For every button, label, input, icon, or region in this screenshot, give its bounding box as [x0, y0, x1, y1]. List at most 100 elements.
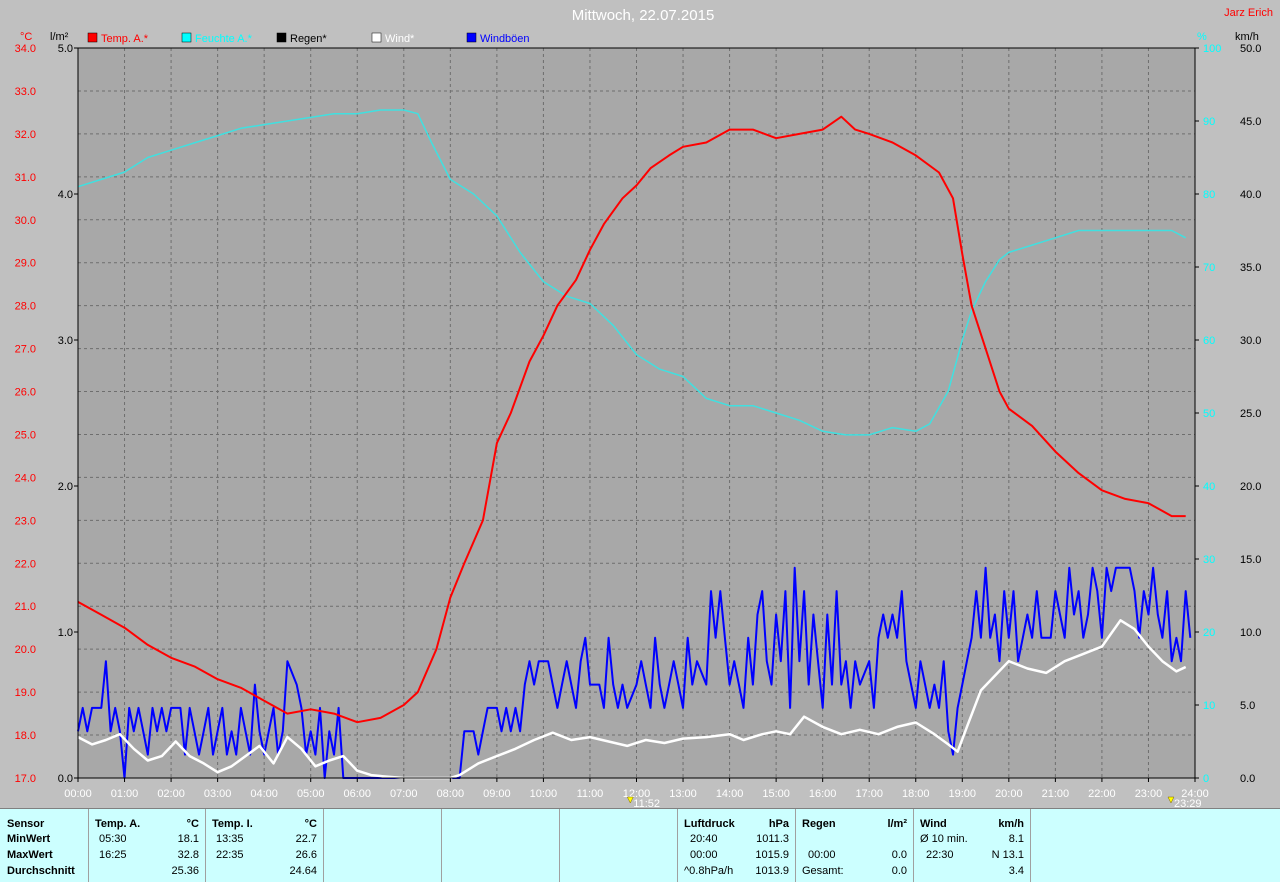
series-line-wind — [77, 619, 1187, 780]
temp-i-max-time: 22:35 — [216, 849, 244, 861]
unit-rain: l/m² — [50, 31, 69, 43]
x-tick-label: 01:00 — [111, 788, 139, 800]
series-line-windben — [77, 566, 1192, 779]
temp-i-header: Temp. I. — [212, 818, 253, 830]
rain-tick-label: 2.0 — [58, 481, 73, 493]
wind-column: Wind km/h Ø 10 min. 8.1 22:30 N 13.1 3.4 — [914, 809, 1031, 882]
temp-tick-label: 33.0 — [15, 86, 36, 98]
temp-tick-label: 26.0 — [15, 387, 36, 399]
rain-tick-label: 4.0 — [58, 189, 73, 201]
rain-max-value: 0.0 — [891, 849, 907, 861]
humidity-tick-label: 30 — [1203, 554, 1215, 566]
legend-label: Windböen — [480, 33, 530, 45]
legend-label: Wind* — [385, 33, 415, 45]
left-axes: 17.0 18.0 19.0 20.0 21.0 22.0 23.0 24.0 25.0 26.0… — [15, 43, 78, 785]
pressure-max-value: 1015.9 — [755, 849, 789, 861]
rain-tick-label: 5.0 — [58, 43, 73, 55]
unit-wind: km/h — [1235, 31, 1259, 43]
wind-header: Wind — [920, 818, 947, 830]
humidity-tick-label: 70 — [1203, 262, 1215, 274]
legend-label: Feuchte A.* — [195, 33, 253, 45]
rain-column: Regen l/m² 00:00 0.0 Gesamt: 0.0 — [796, 809, 914, 882]
marker-label: 23:29 — [1174, 798, 1202, 808]
humidity-tick-label: 10 — [1203, 700, 1215, 712]
temp-tick-label: 18.0 — [15, 730, 36, 742]
wind-tick-label: 40.0 — [1240, 189, 1261, 201]
humidity-tick-label: 40 — [1203, 481, 1215, 493]
pressure-min-time: 20:40 — [690, 833, 718, 845]
unit-humidity: % — [1197, 31, 1207, 43]
x-tick-label: 09:00 — [483, 788, 511, 800]
x-tick-label: 23:00 — [1135, 788, 1163, 800]
pressure-avg-value: 1013.9 — [755, 865, 789, 877]
wind-avg-value: 3.4 — [1008, 865, 1024, 877]
x-axis: 00:00 01:00 02:00 03:00 04:00 05:00 06:00 07:00… — [64, 778, 1209, 800]
temp-tick-label: 21.0 — [15, 601, 36, 613]
rain-header: Regen — [802, 818, 836, 830]
legend-swatch — [371, 32, 382, 43]
right-axes: 0 10 20 30 40 50 60 70 80 90 100 0.0 5.0 10.0 15.0 20.0… — [1195, 43, 1261, 785]
rain-tick-label: 1.0 — [58, 627, 73, 639]
x-tick-label: 07:00 — [390, 788, 418, 800]
legend-label: Temp. A.* — [101, 33, 149, 45]
pressure-min-value: 1011.3 — [756, 833, 789, 845]
x-tick-label: 06:00 — [343, 788, 371, 800]
x-tick-label: 00:00 — [64, 788, 92, 800]
time-markers: 11:52 23:29 — [626, 796, 1202, 808]
temp-a-column: Temp. A. °C 05:30 18.1 16:25 32.8 25.36 — [89, 809, 206, 882]
x-tick-label: 02:00 — [157, 788, 185, 800]
temp-a-header: Temp. A. — [95, 818, 141, 830]
series-line-feuchtea — [77, 109, 1187, 436]
temp-a-max-value: 32.8 — [177, 849, 199, 861]
unit-temp: °C — [20, 31, 32, 43]
wind-tick-label: 30.0 — [1240, 335, 1261, 347]
grid — [78, 48, 1195, 778]
pressure-column: Luftdruck hPa 20:40 1011.3 00:00 1015.9 ^0.… — [678, 809, 796, 882]
temp-tick-label: 31.0 — [15, 172, 36, 184]
x-tick-label: 15:00 — [762, 788, 790, 800]
row-label-min: MinWert — [7, 833, 51, 845]
sensor-column: Sensor MinWert MaxWert Durchschnitt — [0, 809, 89, 882]
rain-tick-label: 0.0 — [58, 773, 73, 785]
temp-tick-label: 34.0 — [15, 43, 36, 55]
wind-tick-label: 5.0 — [1240, 700, 1255, 712]
pressure-unit: hPa — [768, 818, 789, 830]
x-tick-label: 08:00 — [437, 788, 465, 800]
stats-panel: Sensor MinWert MaxWert Durchschnitt Temp… — [0, 808, 1280, 882]
x-tick-label: 04:00 — [250, 788, 278, 800]
series-line-tempa — [77, 115, 1186, 724]
x-tick-label: 11:00 — [577, 788, 604, 800]
wind-avg10-label: Ø 10 min. — [920, 833, 968, 845]
marker-label: 11:52 — [633, 798, 660, 808]
x-tick-label: 22:00 — [1088, 788, 1116, 800]
temp-i-avg-value: 24.64 — [289, 865, 317, 877]
x-tick-label: 13:00 — [669, 788, 697, 800]
temp-tick-label: 17.0 — [15, 773, 36, 785]
temp-tick-label: 29.0 — [15, 258, 36, 270]
x-tick-label: 16:00 — [809, 788, 837, 800]
wind-tick-label: 20.0 — [1240, 481, 1261, 493]
rain-total-value: 0.0 — [891, 865, 907, 877]
temp-a-max-time: 16:25 — [99, 849, 127, 861]
wind-tick-label: 15.0 — [1240, 554, 1261, 566]
rain-max-time: 00:00 — [808, 849, 836, 861]
legend-swatch — [181, 32, 192, 43]
legend-swatch — [87, 32, 98, 43]
temp-tick-label: 25.0 — [15, 429, 36, 441]
legend-swatch — [466, 32, 477, 43]
temp-i-unit: °C — [304, 818, 317, 830]
empty-column-2 — [442, 809, 560, 882]
x-tick-label: 21:00 — [1042, 788, 1070, 800]
pressure-max-time: 00:00 — [690, 849, 718, 861]
wind-max-value: N 13.1 — [991, 849, 1024, 861]
temp-i-min-value: 22.7 — [295, 833, 317, 845]
temp-tick-label: 27.0 — [15, 344, 36, 356]
x-tick-label: 18:00 — [902, 788, 930, 800]
temp-tick-label: 28.0 — [15, 301, 36, 313]
legend: Temp. A.* Feuchte A.* Regen* Wind* Windböen — [87, 32, 530, 45]
rain-tick-label: 3.0 — [58, 335, 73, 347]
rain-total-label: Gesamt: — [802, 865, 844, 877]
temp-a-min-time: 05:30 — [99, 833, 127, 845]
series-group — [77, 109, 1192, 780]
x-tick-label: 10:00 — [530, 788, 558, 800]
